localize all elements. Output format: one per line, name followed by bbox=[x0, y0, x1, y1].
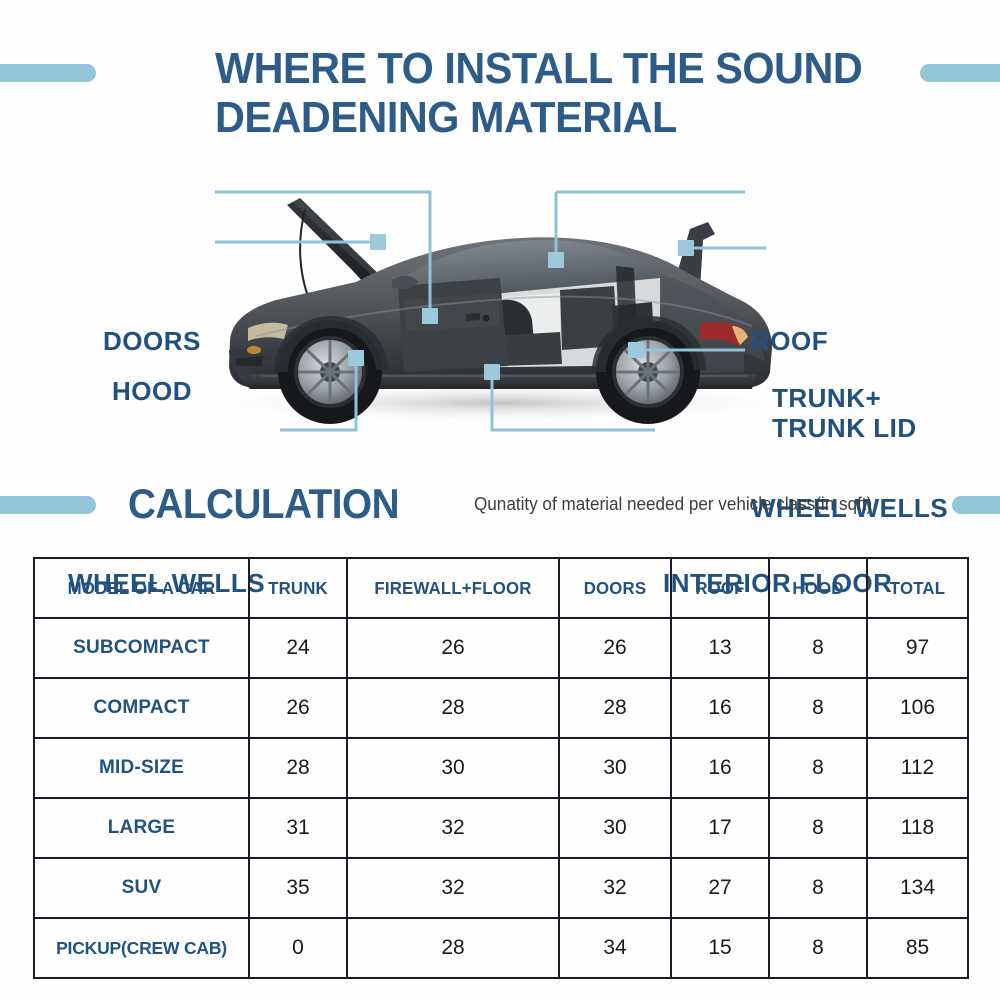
callout-label-roof: ROOF bbox=[751, 326, 829, 356]
cell-total: 97 bbox=[866, 617, 969, 679]
cell-doors: 26 bbox=[558, 617, 672, 679]
table-head: MODEL OF A CAR TRUNK FIREWALL+FLOOR DOOR… bbox=[34, 557, 968, 619]
calculation-table: MODEL OF A CAR TRUNK FIREWALL+FLOOR DOOR… bbox=[33, 557, 969, 979]
column-header-trunk: TRUNK bbox=[250, 557, 347, 619]
cell-total: 106 bbox=[866, 677, 969, 739]
cell-hood: 8 bbox=[768, 617, 868, 679]
cell-hood: 8 bbox=[768, 677, 868, 739]
cell-trunk: 26 bbox=[248, 677, 348, 739]
cell-trunk: 31 bbox=[248, 797, 348, 859]
cell-total: 134 bbox=[866, 857, 969, 919]
column-header-model: MODEL OF A CAR bbox=[37, 557, 246, 619]
page-title-line-1: WHERE TO INSTALL THE SOUND bbox=[215, 44, 863, 93]
car-rear-wheel bbox=[596, 320, 700, 424]
cell-total: 85 bbox=[866, 917, 969, 979]
table-header-row: MODEL OF A CAR TRUNK FIREWALL+FLOOR DOOR… bbox=[34, 557, 968, 619]
cell-hood: 8 bbox=[768, 797, 868, 859]
cell-doors: 28 bbox=[558, 677, 672, 739]
cell-roof: 17 bbox=[670, 797, 770, 859]
decor-pill-title-left bbox=[0, 64, 96, 82]
rear-wheel-arch bbox=[592, 316, 706, 372]
table-row: MID-SIZE 28 30 30 16 8 112 bbox=[33, 737, 969, 799]
cell-firewall-floor: 26 bbox=[346, 617, 560, 679]
row-label: LARGE bbox=[33, 797, 250, 859]
callout-label-wheel-wells-right: WHEEL WELLS bbox=[751, 493, 949, 523]
cell-doors: 30 bbox=[558, 737, 672, 799]
cell-total: 112 bbox=[866, 737, 969, 799]
row-label: COMPACT bbox=[33, 677, 250, 739]
cell-trunk: 35 bbox=[248, 857, 348, 919]
callout-label-hood: HOOD bbox=[112, 376, 192, 406]
decor-pill-title-right bbox=[920, 64, 1000, 82]
table-row: LARGE 31 32 30 17 8 118 bbox=[33, 797, 969, 859]
column-header-firewall-floor: FIREWALL+FLOOR bbox=[350, 557, 556, 619]
cell-hood: 8 bbox=[768, 737, 868, 799]
row-label: SUV bbox=[33, 857, 250, 919]
column-header-hood: HOOD bbox=[770, 557, 867, 619]
calculation-table-wrapper: MODEL OF A CAR TRUNK FIREWALL+FLOOR DOOR… bbox=[33, 557, 969, 979]
row-label: MID-SIZE bbox=[33, 737, 250, 799]
cell-firewall-floor: 30 bbox=[346, 737, 560, 799]
cell-trunk: 24 bbox=[248, 617, 348, 679]
cell-roof: 15 bbox=[670, 917, 770, 979]
car-illustration-svg bbox=[200, 190, 800, 432]
cell-roof: 16 bbox=[670, 737, 770, 799]
cell-hood: 8 bbox=[768, 917, 868, 979]
decor-pill-calc-right bbox=[952, 496, 1000, 514]
cell-trunk: 0 bbox=[248, 917, 348, 979]
car-diagram: DOORS HOOD ROOF TRUNK+ TRUNK LID WHEEL W… bbox=[0, 150, 1000, 598]
cell-firewall-floor: 28 bbox=[346, 677, 560, 739]
row-label: SUBCOMPACT bbox=[33, 617, 250, 679]
callout-label-doors: DOORS bbox=[103, 326, 201, 356]
cell-doors: 32 bbox=[558, 857, 672, 919]
column-header-doors: DOORS bbox=[560, 557, 670, 619]
table-row: COMPACT 26 28 28 16 8 106 bbox=[33, 677, 969, 739]
cell-roof: 13 bbox=[670, 617, 770, 679]
cell-doors: 34 bbox=[558, 917, 672, 979]
front-wheel-arch bbox=[274, 316, 388, 372]
cell-doors: 30 bbox=[558, 797, 672, 859]
column-header-total: TOTAL bbox=[868, 557, 967, 619]
cell-firewall-floor: 32 bbox=[346, 857, 560, 919]
page-title-line-2: DEADENING MATERIAL bbox=[215, 93, 677, 143]
decor-pill-calc-left bbox=[0, 496, 96, 514]
cell-hood: 8 bbox=[768, 857, 868, 919]
cell-firewall-floor: 32 bbox=[346, 797, 560, 859]
cell-total: 118 bbox=[866, 797, 969, 859]
callout-label-trunk: TRUNK+ TRUNK LID bbox=[772, 383, 917, 443]
cell-firewall-floor: 28 bbox=[346, 917, 560, 979]
cell-roof: 27 bbox=[670, 857, 770, 919]
cell-roof: 16 bbox=[670, 677, 770, 739]
row-label: PICKUP(CREW CAB) bbox=[33, 917, 250, 979]
page-title: WHERE TO INSTALL THE SOUND DEADENING MAT… bbox=[215, 44, 892, 143]
table-row: PICKUP(CREW CAB) 0 28 34 15 8 85 bbox=[33, 917, 969, 979]
calculation-subtitle: Qunatity of material needed per vehicle … bbox=[474, 494, 873, 514]
callout-connectors bbox=[215, 190, 766, 432]
calculation-heading: CALCULATION bbox=[128, 480, 400, 527]
table-body: SUBCOMPACT 24 26 26 13 8 97 COMPACT 26 2… bbox=[33, 617, 969, 979]
table-row: SUBCOMPACT 24 26 26 13 8 97 bbox=[33, 617, 969, 679]
cell-trunk: 28 bbox=[248, 737, 348, 799]
callout-markers bbox=[348, 234, 694, 380]
column-header-roof: ROOF bbox=[672, 557, 769, 619]
table-row: SUV 35 32 32 27 8 134 bbox=[33, 857, 969, 919]
